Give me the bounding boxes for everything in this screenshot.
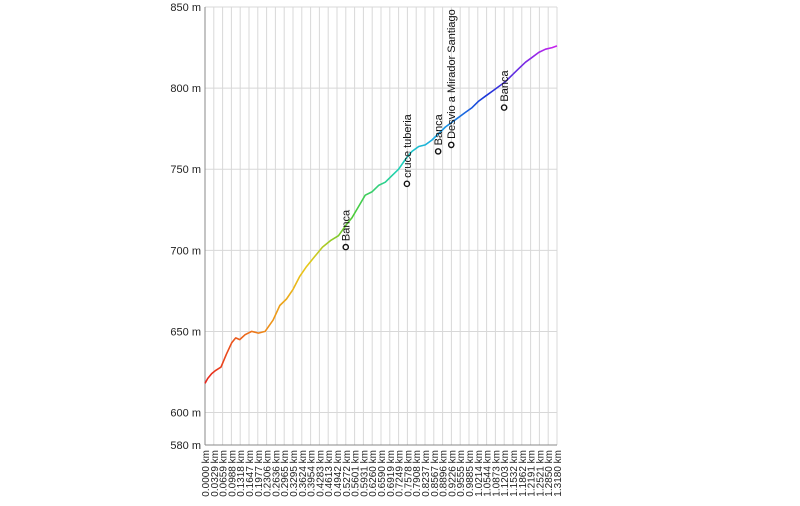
- x-tick-label: 1.0544 km: [483, 450, 494, 497]
- x-tick-label: 0.9555 km: [456, 450, 467, 497]
- x-tick-label: 1.2191 km: [527, 450, 538, 497]
- x-tick-label: 1.1532 km: [509, 450, 520, 497]
- waypoint-marker: [342, 243, 350, 251]
- x-tick-label: 0.8567 km: [430, 450, 441, 497]
- x-tick-label: 0.7578 km: [403, 450, 414, 497]
- x-tick-label: 0.1647 km: [245, 450, 256, 497]
- x-tick-label: 0.8237 km: [421, 450, 432, 497]
- y-tick-label: 800 m: [170, 83, 201, 95]
- x-tick-label: 0.2306 km: [263, 450, 274, 497]
- x-tick-label: 0.3954 km: [307, 450, 318, 497]
- x-tick-label: 1.0873 km: [491, 450, 502, 497]
- x-tick-label: 1.3180 km: [553, 450, 564, 497]
- x-tick-label: 0.0988 km: [227, 450, 238, 497]
- x-tick-label: 0.6590 km: [377, 450, 388, 497]
- waypoint-marker: [403, 180, 411, 188]
- x-tick-label: 1.1862 km: [518, 450, 529, 497]
- x-tick-label: 0.3624 km: [298, 450, 309, 497]
- x-tick-label: 0.3295 km: [289, 450, 300, 497]
- x-tick-label: 1.1203 km: [500, 450, 511, 497]
- x-tick-label: 0.8896 km: [439, 450, 450, 497]
- x-tick-label: 0.4283 km: [315, 450, 326, 497]
- x-tick-label: 1.2850 km: [544, 450, 555, 497]
- x-tick-label: 1.2521 km: [535, 450, 546, 497]
- waypoint-marker: [434, 148, 442, 155]
- y-tick-label: 650 m: [170, 326, 201, 338]
- x-tick-label: 0.1318 km: [236, 450, 247, 497]
- x-tick-label: 0.6260 km: [368, 450, 379, 497]
- chart-grid: [204, 6, 558, 446]
- x-tick-label: 0.9885 km: [465, 450, 476, 497]
- waypoint-label: Banca: [341, 209, 353, 241]
- y-tick-label: 850 m: [170, 2, 201, 14]
- x-tick-label: 0.5272 km: [342, 450, 353, 497]
- x-tick-label: 0.2965 km: [280, 450, 291, 497]
- x-tick-label: 0.4942 km: [333, 450, 344, 497]
- elevation-line: [204, 45, 558, 384]
- waypoint-marker: [500, 104, 508, 111]
- waypoint-marker: [447, 141, 455, 149]
- x-tick-label: 0.5601 km: [351, 450, 362, 497]
- x-tick-label: 0.4613 km: [324, 450, 335, 497]
- x-tick-label: 0.0329 km: [210, 450, 221, 497]
- x-tick-label: 0.2636 km: [271, 450, 282, 497]
- x-tick-label: 0.7249 km: [395, 450, 406, 497]
- y-axis-ticks: 580 m 600 m 650 m 700 m 750 m 800 m 850 m: [170, 2, 201, 452]
- waypoint-label: Banca: [433, 113, 445, 145]
- x-tick-label: 1.0214 km: [474, 450, 485, 497]
- x-axis-ticks: 0.0000 km0.0329 km0.0659 km0.0988 km0.13…: [201, 450, 564, 497]
- x-tick-label: 0.0000 km: [201, 450, 212, 497]
- waypoint-label: Banca: [499, 70, 511, 102]
- x-tick-label: 0.7908 km: [412, 450, 423, 497]
- x-tick-label: 0.6919 km: [386, 450, 397, 497]
- waypoint-label: Desvio a Mirador Santiago: [446, 9, 458, 139]
- x-tick-label: 0.1977 km: [254, 450, 265, 497]
- x-tick-label: 0.0659 km: [219, 450, 230, 497]
- y-tick-label: 580 m: [170, 440, 201, 452]
- waypoint-label: cruce tuberia: [402, 113, 414, 177]
- x-tick-label: 0.5931 km: [359, 450, 370, 497]
- y-tick-label: 600 m: [170, 408, 201, 420]
- y-tick-label: 750 m: [170, 164, 201, 176]
- y-tick-label: 700 m: [170, 245, 201, 257]
- x-tick-label: 0.9226 km: [447, 450, 458, 497]
